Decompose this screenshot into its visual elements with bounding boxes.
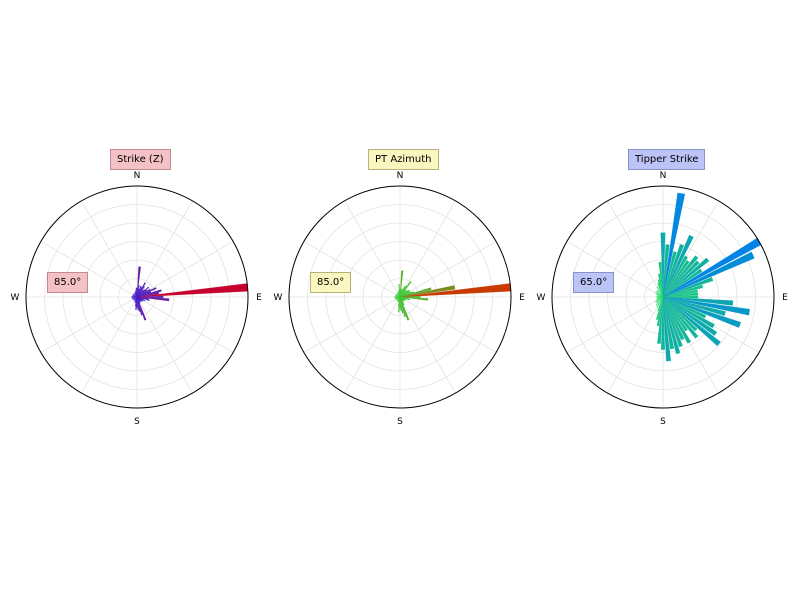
grid-spoke [567, 297, 663, 353]
grid-spoke [608, 201, 664, 297]
grid-spoke [82, 201, 138, 297]
compass-south-label: S [660, 417, 666, 427]
grid-spoke [137, 297, 233, 353]
compass-west-label: W [274, 293, 283, 303]
grid-spoke [137, 297, 193, 393]
tipper-strike-rose-plot: N E S W [537, 171, 789, 427]
grid-spoke [345, 297, 401, 393]
strike-z-title-box: Strike (Z) [110, 149, 171, 170]
strike-z-angle-box: 85.0° [47, 272, 88, 293]
grid-spoke [304, 297, 400, 353]
compass-east-label: E [256, 293, 262, 303]
compass-north-label: N [660, 171, 667, 181]
compass-north-label: N [134, 171, 141, 181]
compass-west-label: W [537, 293, 546, 303]
grid-spoke [137, 201, 193, 297]
tipper-strike-angle-box: 65.0° [573, 272, 614, 293]
pt-azimuth-title-box: PT Azimuth [368, 149, 439, 170]
pt-azimuth-angle-box: 85.0° [310, 272, 351, 293]
grid-spoke [82, 297, 138, 393]
compass-west-label: W [11, 293, 20, 303]
grid-spoke [608, 297, 664, 393]
compass-east-label: E [519, 293, 525, 303]
strike-z-rose-plot: N E S W [11, 171, 263, 427]
grid-spoke [400, 297, 496, 353]
pt-azimuth-rose-plot: N E S W [274, 171, 526, 427]
compass-south-label: S [134, 417, 140, 427]
compass-east-label: E [782, 293, 788, 303]
tipper-strike-title-box: Tipper Strike [628, 149, 705, 170]
grid-spoke [345, 201, 401, 297]
grid-spoke [41, 297, 137, 353]
compass-north-label: N [397, 171, 404, 181]
grid-spoke [400, 297, 456, 393]
grid-spoke [400, 201, 456, 297]
compass-south-label: S [397, 417, 403, 427]
